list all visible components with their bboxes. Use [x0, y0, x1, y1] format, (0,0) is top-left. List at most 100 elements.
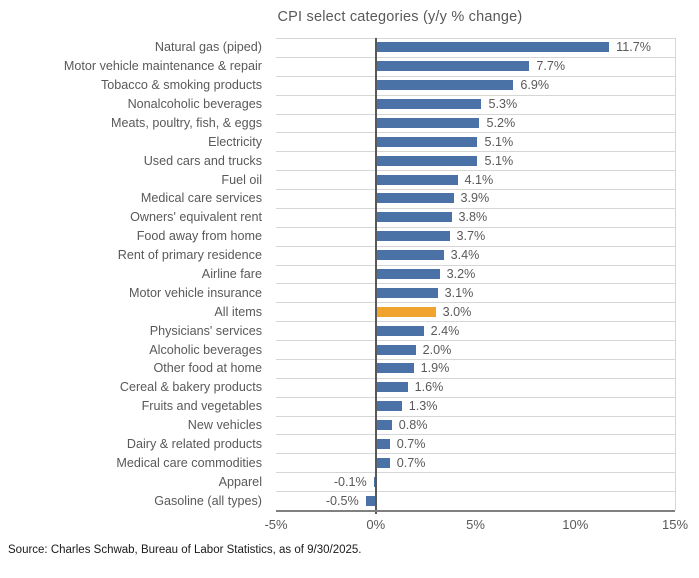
category-label: Alcoholic beverages: [149, 342, 262, 357]
gridline: [276, 283, 675, 285]
value-label: 1.6%: [414, 380, 444, 395]
gridline: [276, 189, 675, 191]
gridline: [276, 377, 675, 379]
x-tick-label: -5%: [264, 517, 288, 532]
gridline: [276, 75, 675, 77]
value-label: 5.2%: [486, 115, 516, 130]
bar: [375, 231, 450, 242]
value-label: 1.9%: [420, 361, 450, 376]
bar: [375, 250, 444, 261]
bar: [375, 155, 478, 166]
gridline: [276, 264, 675, 266]
bar: [375, 136, 478, 147]
gridline: [276, 321, 675, 323]
value-label: 1.3%: [408, 399, 438, 414]
value-label: 4.1%: [464, 172, 494, 187]
gridline: [276, 302, 675, 304]
value-label: -0.5%: [325, 493, 359, 508]
value-label: 0.7%: [396, 455, 426, 470]
gridline: [276, 340, 675, 342]
category-label: Cereal & bakery products: [119, 380, 262, 395]
category-label: Rent of primary residence: [117, 248, 262, 263]
bar: [375, 269, 440, 279]
gridline: [276, 415, 675, 417]
gridline: [276, 207, 675, 209]
gridline: [276, 226, 675, 228]
value-label: -0.1%: [333, 474, 367, 489]
bar: [375, 382, 408, 393]
bar-highlight: [375, 306, 436, 317]
chart-title: CPI select categories (y/y % change): [277, 9, 523, 25]
bar: [375, 420, 392, 431]
gridline: [276, 38, 675, 39]
value-label: 5.1%: [484, 153, 514, 168]
value-label: 6.9%: [520, 78, 550, 93]
category-label: New vehicles: [187, 418, 262, 433]
bar: [375, 174, 458, 185]
category-label: Apparel: [218, 474, 262, 489]
x-tick-label: 0%: [366, 517, 386, 532]
bar: [375, 325, 424, 336]
category-label: Tobacco & smoking products: [100, 78, 262, 93]
gridline: [276, 396, 675, 398]
zero-axis-line: [374, 38, 377, 514]
bar: [375, 344, 416, 355]
gridline: [276, 453, 675, 455]
value-label: 2.0%: [422, 342, 452, 357]
bar: [375, 212, 452, 223]
bar: [375, 117, 480, 128]
x-tick-label: 15%: [661, 517, 689, 532]
category-label: Motor vehicle insurance: [129, 285, 262, 300]
gridline: [276, 434, 675, 436]
category-label: Motor vehicle maintenance & repair: [63, 59, 262, 74]
source-note: Source: Charles Schwab, Bureau of Labor …: [8, 544, 362, 556]
bar: [375, 438, 390, 449]
gridline: [276, 151, 675, 153]
gridline: [276, 245, 675, 247]
category-label: Medical care commodities: [116, 455, 262, 470]
bar: [375, 80, 514, 91]
bar: [375, 61, 530, 72]
bar: [375, 457, 390, 468]
category-label: Fruits and vegetables: [141, 399, 262, 414]
bar: [375, 287, 438, 298]
gridline: [276, 472, 675, 474]
bar: [375, 42, 610, 53]
gridline: [276, 94, 675, 96]
category-label: Fuel oil: [221, 172, 262, 187]
gridline: [276, 170, 675, 172]
bar: [365, 495, 376, 506]
bar: [375, 99, 482, 110]
value-label: 3.7%: [456, 229, 486, 244]
category-label: Owners' equivalent rent: [130, 210, 262, 225]
value-label: 0.8%: [398, 418, 428, 433]
category-label: Electricity: [208, 134, 262, 149]
gridline: [276, 132, 675, 134]
category-label: Gasoline (all types): [154, 493, 262, 508]
category-label: Physicians' services: [149, 323, 262, 338]
value-label: 3.4%: [450, 248, 480, 263]
x-axis-line: [276, 510, 675, 512]
value-label: 2.4%: [430, 323, 460, 338]
value-label: 3.0%: [442, 304, 472, 319]
category-label: All items: [214, 304, 262, 319]
value-label: 3.8%: [458, 210, 488, 225]
category-label: Natural gas (piped): [154, 40, 262, 55]
category-label: Food away from home: [136, 229, 262, 244]
value-label: 3.1%: [444, 285, 474, 300]
value-label: 5.1%: [484, 134, 514, 149]
gridline: [276, 491, 675, 493]
bar: [375, 193, 454, 204]
category-label: Used cars and trucks: [143, 153, 262, 168]
value-label: 0.7%: [396, 436, 426, 451]
x-tick-label: 5%: [466, 517, 485, 532]
plot-right-border: [675, 38, 676, 510]
value-label: 3.2%: [446, 266, 476, 281]
category-label: Meats, poultry, fish, & eggs: [111, 115, 262, 130]
value-label: 11.7%: [616, 40, 651, 55]
x-tick-label: 10%: [562, 517, 589, 532]
gridline: [276, 56, 675, 58]
value-label: 3.9%: [460, 191, 490, 206]
value-label: 5.3%: [488, 97, 518, 112]
